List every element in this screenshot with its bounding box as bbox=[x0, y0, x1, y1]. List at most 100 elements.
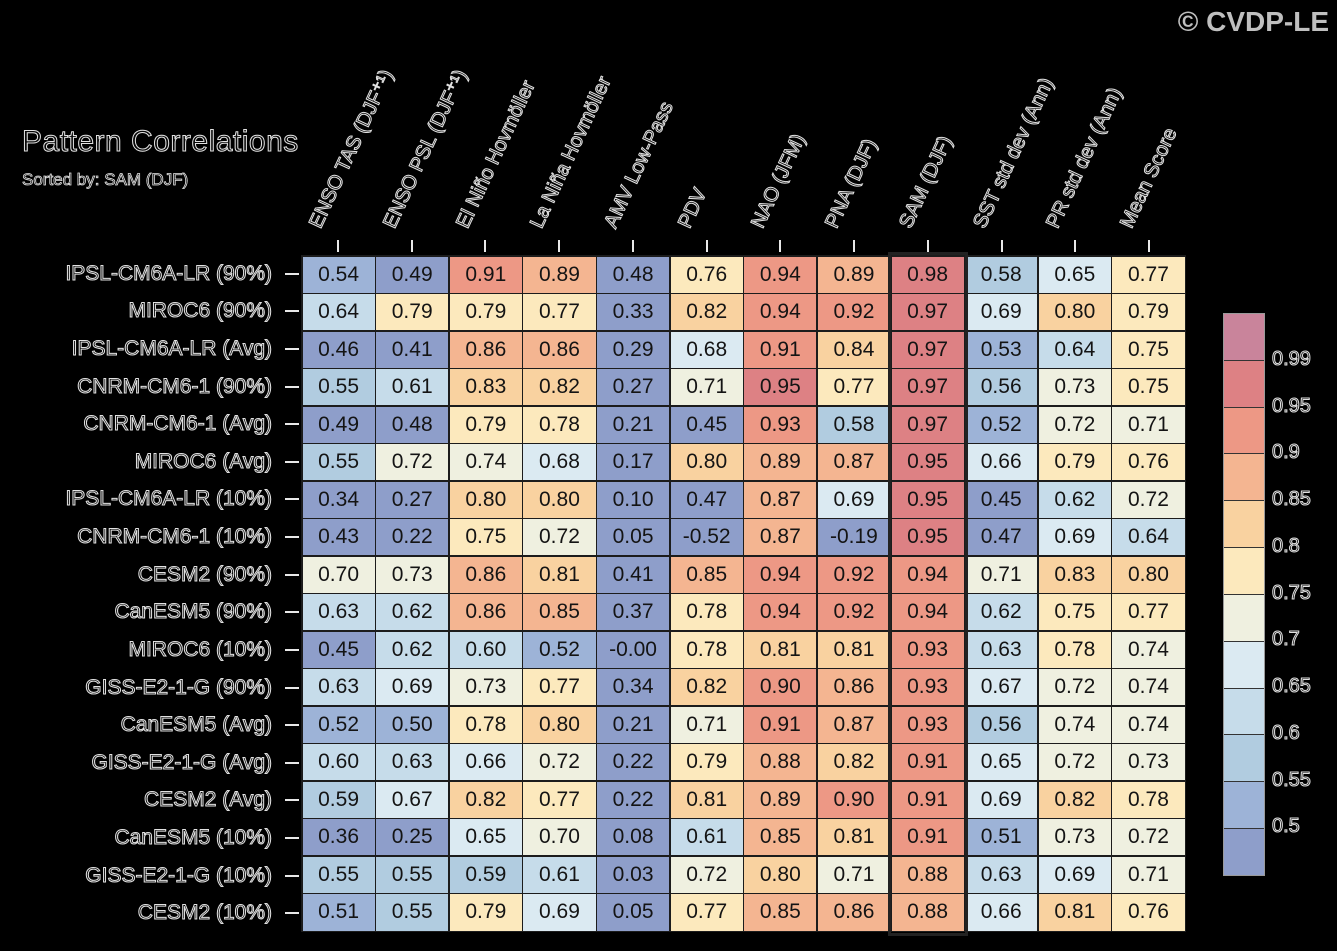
heatmap-cell: 0.59 bbox=[302, 781, 375, 818]
column-tick-mark bbox=[484, 240, 487, 252]
column-header: AMV Low-Pass bbox=[600, 98, 679, 232]
heatmap-cell: 0.52 bbox=[523, 631, 596, 668]
column-header: La Niña Hovmöller bbox=[526, 73, 616, 232]
heatmap-cell: 0.05 bbox=[597, 519, 670, 556]
heatmap-cell: 0.03 bbox=[597, 856, 670, 893]
colorbar-tick-label: 0.8 bbox=[1272, 534, 1301, 557]
heatmap-cell: 0.71 bbox=[1112, 406, 1185, 443]
heatmap-cell: 0.95 bbox=[891, 444, 964, 481]
row-label: MIROC6 (10%) bbox=[128, 637, 273, 661]
heatmap-cell: 0.74 bbox=[1112, 631, 1185, 668]
heatmap-cell: 0.75 bbox=[1112, 331, 1185, 368]
heatmap-cell: 0.91 bbox=[744, 331, 817, 368]
heatmap-cell: 0.55 bbox=[376, 856, 449, 893]
heatmap-cell: 0.66 bbox=[965, 444, 1038, 481]
heatmap-cell: 0.93 bbox=[891, 669, 964, 706]
row-tick-mark bbox=[285, 385, 299, 388]
colorbar-segment bbox=[1224, 781, 1264, 829]
colorbar-tick-label: 0.55 bbox=[1272, 768, 1312, 791]
heatmap-cell: 0.91 bbox=[891, 819, 964, 856]
heatmap-cell: 0.56 bbox=[965, 706, 1038, 743]
heatmap-cell: 0.74 bbox=[1038, 706, 1111, 743]
heatmap-cell: 0.87 bbox=[744, 519, 817, 556]
heatmap-cell: 0.62 bbox=[965, 594, 1038, 631]
row-tick-mark bbox=[285, 460, 299, 463]
column-header: SST std dev (Ann) bbox=[968, 74, 1058, 232]
row-label: MIROC6 (90%) bbox=[128, 299, 273, 323]
heatmap-cell: 0.63 bbox=[302, 594, 375, 631]
heatmap-cell: 0.85 bbox=[744, 894, 817, 931]
heatmap-cell: 0.56 bbox=[965, 369, 1038, 406]
heatmap-cell: 0.41 bbox=[376, 331, 449, 368]
colorbar-tick-label: 0.6 bbox=[1272, 721, 1301, 744]
heatmap-cell: 0.17 bbox=[597, 444, 670, 481]
heatmap-cell: 0.80 bbox=[449, 481, 522, 518]
heatmap-cell: 0.66 bbox=[965, 894, 1038, 931]
heatmap-cell: 0.78 bbox=[1038, 631, 1111, 668]
heatmap-cell: 0.73 bbox=[1112, 744, 1185, 781]
colorbar-segment bbox=[1224, 640, 1264, 688]
heatmap-cell: 0.73 bbox=[449, 669, 522, 706]
row-label: IPSL-CM6A-LR (Avg) bbox=[71, 337, 272, 361]
heatmap-cell: 0.63 bbox=[302, 669, 375, 706]
heatmap-cell: 0.90 bbox=[744, 669, 817, 706]
heatmap-cell: -0.52 bbox=[670, 519, 743, 556]
row-label: CNRM-CM6-1 (90%) bbox=[77, 374, 273, 398]
heatmap-cell: 0.89 bbox=[744, 781, 817, 818]
heatmap-cell: 0.77 bbox=[523, 294, 596, 331]
heatmap-cell: 0.55 bbox=[302, 369, 375, 406]
heatmap-cell: 0.80 bbox=[523, 481, 596, 518]
row-label: CanESM5 (Avg) bbox=[120, 713, 272, 737]
heatmap-cell: 0.77 bbox=[523, 781, 596, 818]
heatmap-cell: 0.89 bbox=[817, 256, 890, 293]
colorbar-segment bbox=[1224, 547, 1264, 594]
heatmap-cell: 0.98 bbox=[891, 256, 964, 293]
heatmap-cell: 0.73 bbox=[1038, 819, 1111, 856]
row-label: CanESM5 (10%) bbox=[114, 825, 273, 849]
heatmap-cell: 0.64 bbox=[1112, 519, 1185, 556]
heatmap-cell: 0.69 bbox=[965, 294, 1038, 331]
heatmap-cell: 0.79 bbox=[449, 894, 522, 931]
heatmap-cell: 0.86 bbox=[449, 594, 522, 631]
heatmap-cell: 0.70 bbox=[302, 556, 375, 593]
heatmap-cell: 0.97 bbox=[891, 331, 964, 368]
colorbar-segment bbox=[1224, 314, 1264, 360]
heatmap-cell: 0.78 bbox=[670, 594, 743, 631]
heatmap-cell: 0.27 bbox=[376, 481, 449, 518]
heatmap-cell: 0.85 bbox=[523, 594, 596, 631]
heatmap-cell: 0.66 bbox=[449, 744, 522, 781]
heatmap-cell: 0.81 bbox=[670, 781, 743, 818]
row-label: CanESM5 (90%) bbox=[114, 600, 273, 624]
column-tick-mark bbox=[631, 240, 634, 252]
row-tick-mark bbox=[285, 648, 299, 651]
heatmap-cell: 0.74 bbox=[449, 444, 522, 481]
heatmap-cell: 0.51 bbox=[302, 894, 375, 931]
colorbar-segment bbox=[1224, 734, 1264, 782]
heatmap-cell: 0.71 bbox=[965, 556, 1038, 593]
row-tick-mark bbox=[285, 498, 299, 501]
heatmap-cell: 0.76 bbox=[1112, 894, 1185, 931]
row-tick-mark bbox=[285, 573, 299, 576]
heatmap-cell: 0.48 bbox=[597, 256, 670, 293]
heatmap-cell: 0.65 bbox=[449, 819, 522, 856]
column-tick-mark bbox=[336, 240, 339, 252]
heatmap-cell: 0.47 bbox=[965, 519, 1038, 556]
heatmap-cell: 0.62 bbox=[376, 631, 449, 668]
heatmap-cell: 0.08 bbox=[597, 819, 670, 856]
heatmap-cell: 0.47 bbox=[670, 481, 743, 518]
heatmap-cell: 0.79 bbox=[376, 294, 449, 331]
heatmap-cell: 0.61 bbox=[523, 856, 596, 893]
heatmap-cell: 0.82 bbox=[670, 294, 743, 331]
row-label: GISS-E2-1-G (10%) bbox=[85, 863, 273, 887]
heatmap-cell: 0.86 bbox=[449, 331, 522, 368]
heatmap-cell: 0.82 bbox=[670, 669, 743, 706]
heatmap-cell: 0.79 bbox=[449, 294, 522, 331]
column-tick-mark bbox=[705, 240, 708, 252]
heatmap-cell: 0.95 bbox=[891, 519, 964, 556]
heatmap-grid: 0.54 0.49 0.91 0.89 0.48 0.76 0.94 0.89 0.98 0.58… bbox=[301, 255, 1186, 932]
row-label: GISS-E2-1-G (90%) bbox=[85, 675, 273, 699]
heatmap-cell: 0.64 bbox=[1038, 331, 1111, 368]
heatmap-cell: 0.45 bbox=[302, 631, 375, 668]
heatmap-cell: 0.34 bbox=[597, 669, 670, 706]
